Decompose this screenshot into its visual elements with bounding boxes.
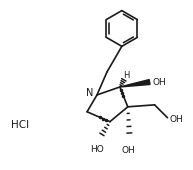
Text: HCl: HCl: [12, 120, 30, 130]
Text: HO: HO: [90, 144, 104, 154]
Text: OH: OH: [169, 115, 183, 124]
Text: N: N: [86, 88, 94, 98]
Text: OH: OH: [122, 147, 136, 156]
Text: OH: OH: [153, 78, 166, 87]
Text: H: H: [124, 71, 130, 80]
Polygon shape: [120, 80, 150, 87]
